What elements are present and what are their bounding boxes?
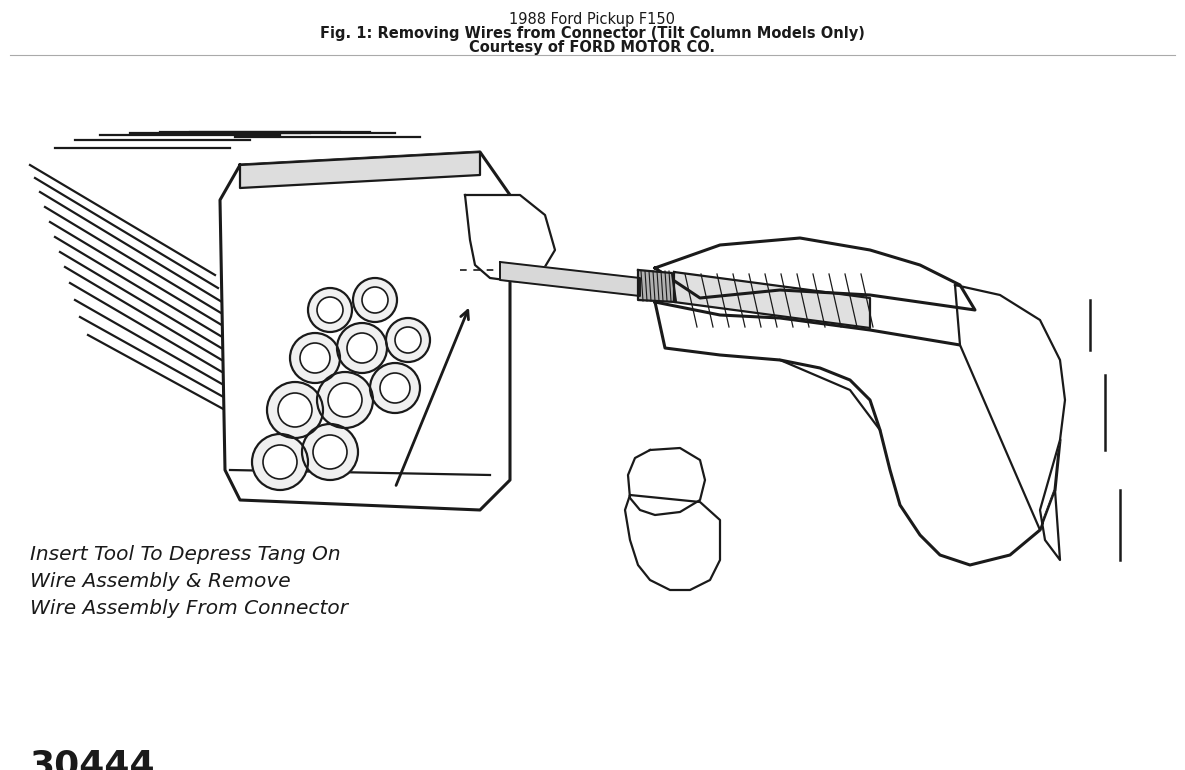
Circle shape: [337, 323, 387, 373]
Text: 30444: 30444: [30, 748, 155, 770]
Polygon shape: [655, 238, 975, 310]
Text: Wire Assembly From Connector: Wire Assembly From Connector: [30, 599, 348, 618]
Circle shape: [380, 373, 410, 403]
Text: Fig. 1: Removing Wires from Connector (Tilt Column Models Only): Fig. 1: Removing Wires from Connector (T…: [320, 26, 864, 41]
Circle shape: [278, 393, 312, 427]
Circle shape: [347, 333, 377, 363]
Circle shape: [308, 288, 352, 332]
Circle shape: [302, 424, 358, 480]
Circle shape: [328, 383, 361, 417]
Polygon shape: [624, 495, 720, 590]
Text: Courtesy of FORD MOTOR CO.: Courtesy of FORD MOTOR CO.: [469, 40, 715, 55]
Text: Insert Tool To Depress Tang On: Insert Tool To Depress Tang On: [30, 545, 340, 564]
Circle shape: [361, 287, 387, 313]
Polygon shape: [628, 448, 705, 515]
Polygon shape: [241, 152, 480, 188]
Circle shape: [386, 318, 430, 362]
Circle shape: [318, 372, 373, 428]
Circle shape: [300, 343, 329, 373]
Circle shape: [267, 382, 324, 438]
Circle shape: [252, 434, 308, 490]
Circle shape: [313, 435, 347, 469]
Polygon shape: [465, 195, 555, 282]
Circle shape: [370, 363, 419, 413]
Circle shape: [318, 297, 342, 323]
Text: 1988 Ford Pickup F150: 1988 Ford Pickup F150: [510, 12, 675, 27]
Polygon shape: [955, 285, 1065, 560]
Polygon shape: [674, 272, 870, 328]
Circle shape: [263, 445, 297, 479]
Circle shape: [395, 327, 421, 353]
Polygon shape: [638, 270, 675, 302]
Text: Wire Assembly & Remove: Wire Assembly & Remove: [30, 572, 290, 591]
Polygon shape: [500, 262, 640, 296]
Circle shape: [353, 278, 397, 322]
Circle shape: [290, 333, 340, 383]
Polygon shape: [655, 302, 1061, 565]
Polygon shape: [220, 152, 510, 510]
